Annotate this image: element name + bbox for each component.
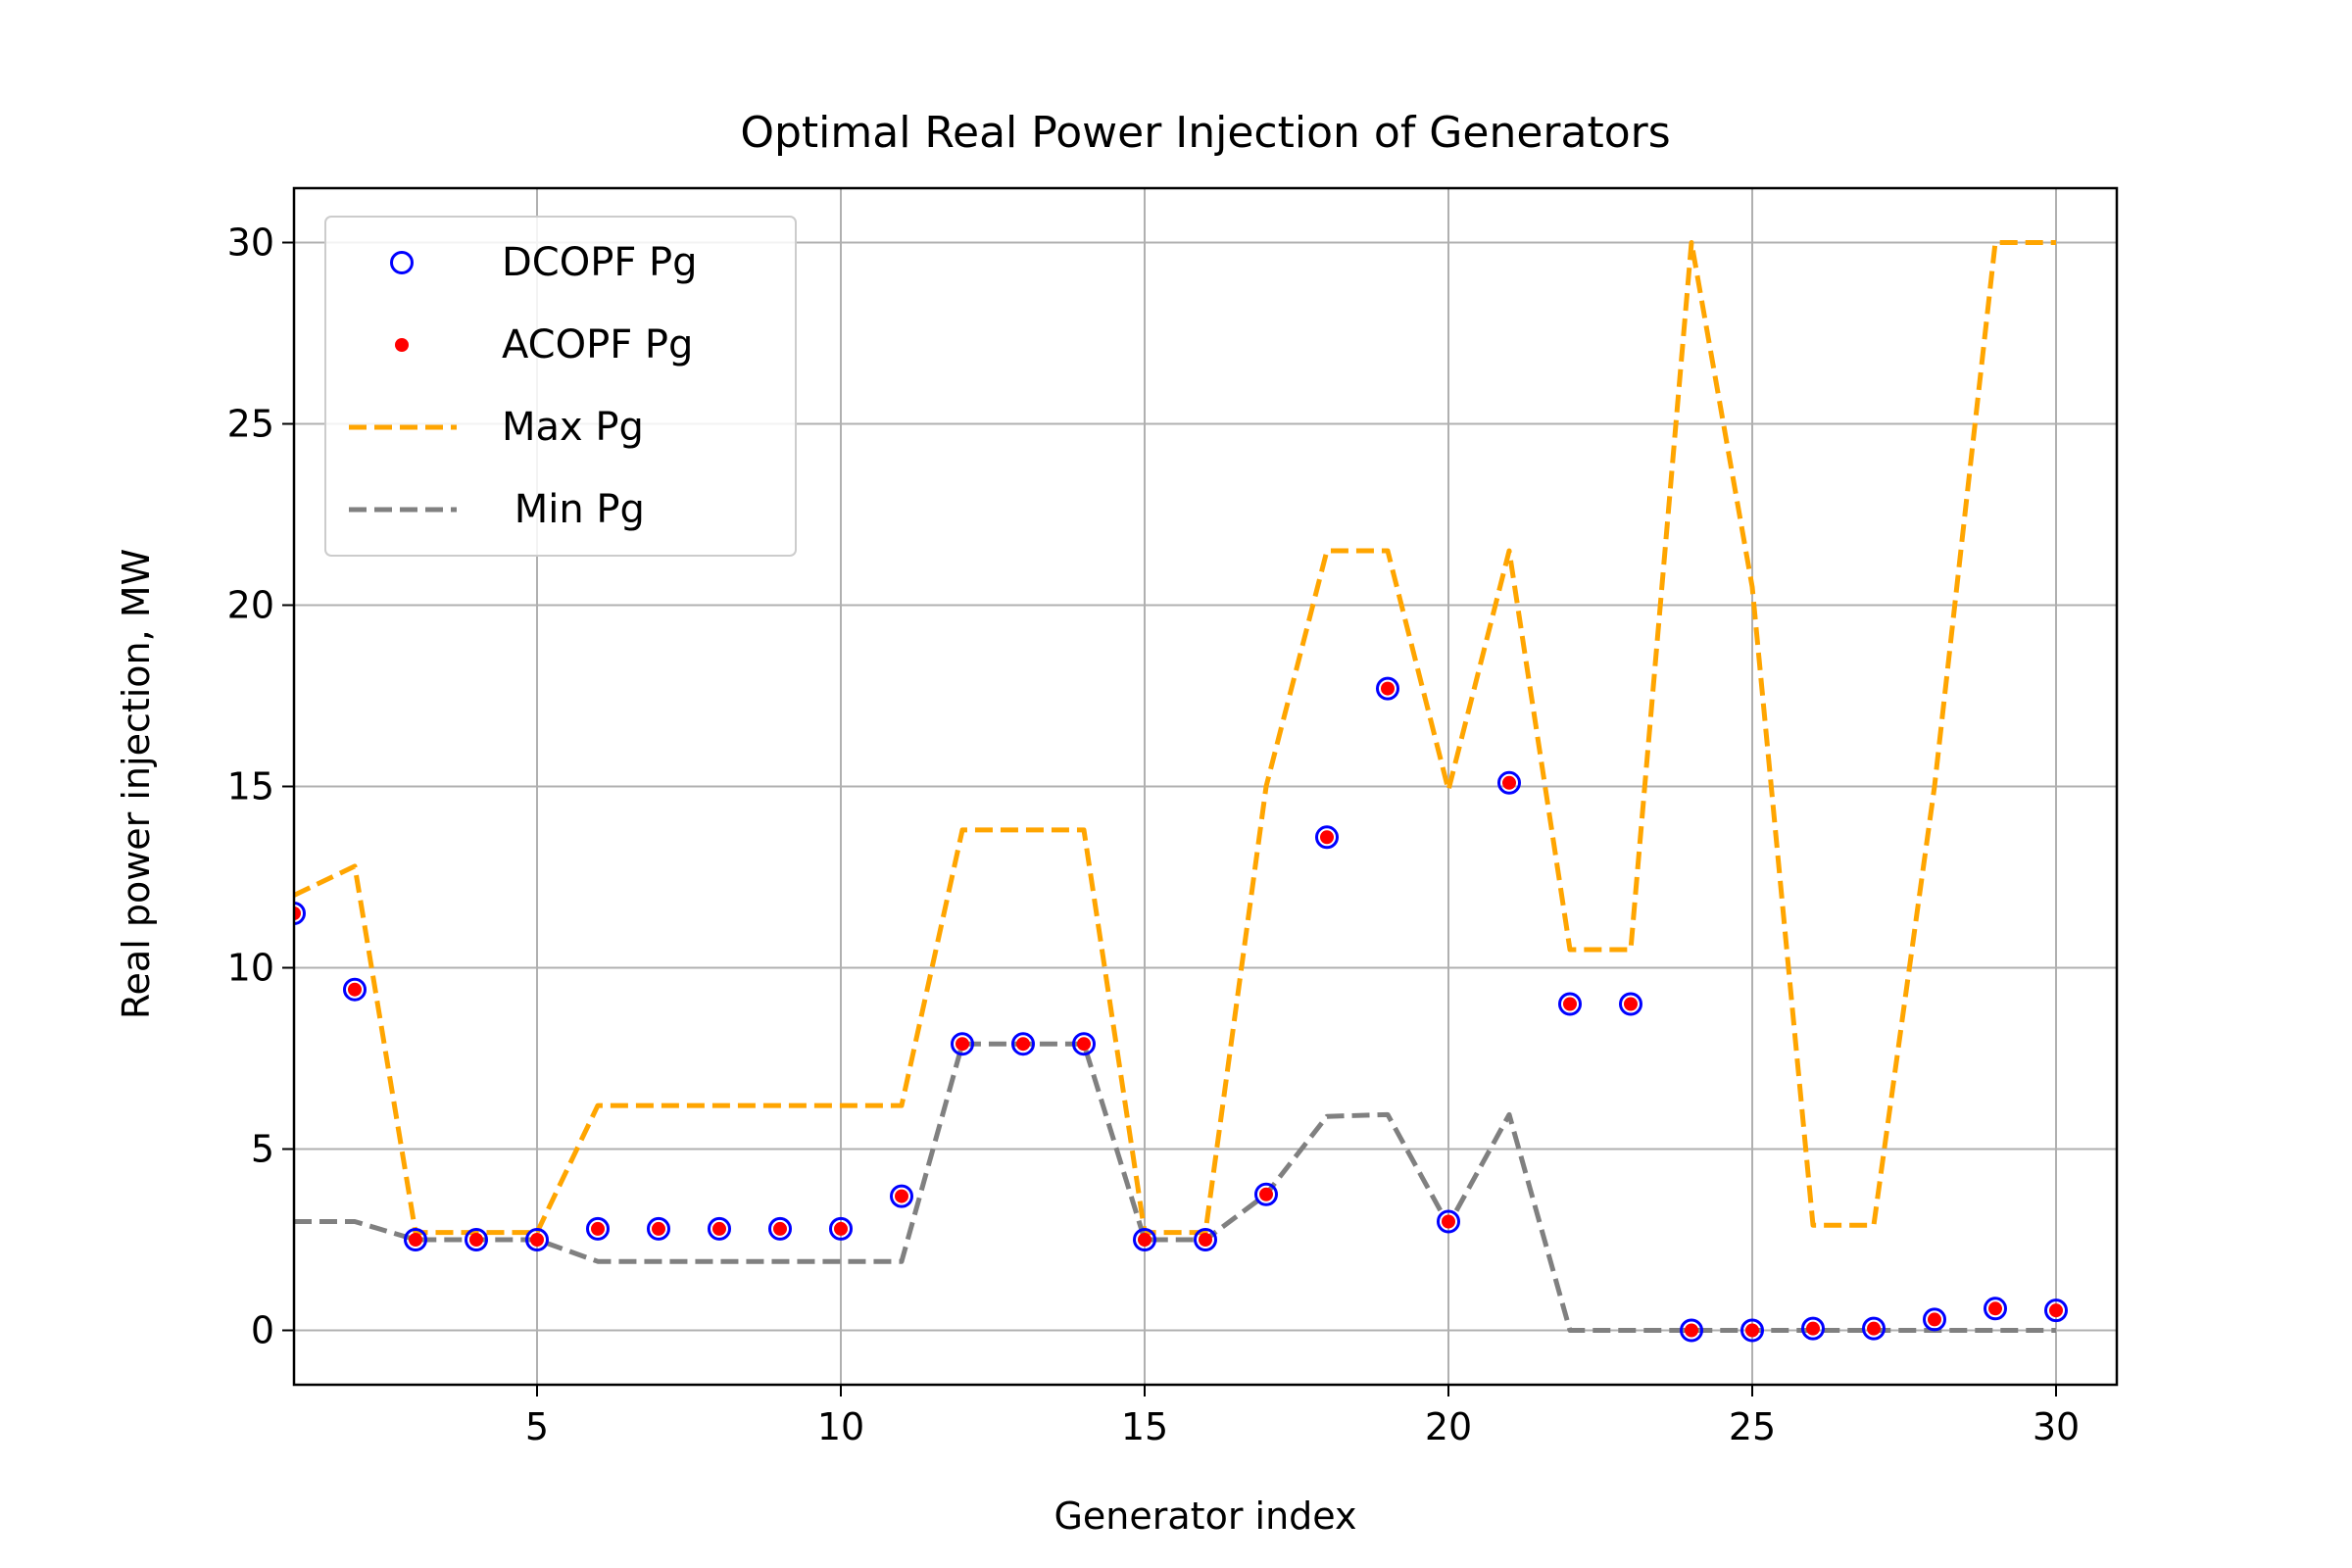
dcopf-point [1680, 1318, 1703, 1343]
legend-label: Min Pg [502, 487, 645, 532]
acopf-point [834, 1221, 848, 1236]
dcopf-point [951, 1032, 974, 1056]
x-tick-label: 30 [2033, 1405, 2080, 1448]
x-tick-label: 20 [1425, 1405, 1472, 1448]
acopf-point [409, 1233, 422, 1247]
grid [294, 188, 2117, 1385]
acopf-point [1685, 1323, 1698, 1338]
dcopf-point [586, 1216, 610, 1241]
acopf-point [1988, 1301, 2002, 1316]
dcopf-point [1801, 1316, 1825, 1341]
y-tick-label: 30 [227, 221, 274, 265]
acopf-point [2049, 1303, 2063, 1318]
dcopf-point [1254, 1182, 1278, 1206]
dcopf-point [1619, 992, 1642, 1016]
acopf-point [348, 982, 362, 997]
acopf-point [1745, 1323, 1759, 1338]
dcopf-point [1011, 1032, 1035, 1056]
acopf-point [1502, 775, 1516, 790]
axis-ticks: 5 10 15 20 25 30 0 5 10 15 20 25 30 [227, 221, 2081, 1449]
legend-marker [390, 251, 414, 274]
dcopf-point [1923, 1307, 1946, 1332]
x-tick-label: 10 [817, 1405, 864, 1448]
y-tick-label: 20 [227, 584, 274, 627]
dcopf-point [1376, 676, 1399, 701]
legend: DCOPF Pg ACOPF Pg Max Pg Min Pg [324, 216, 797, 557]
acopf-point [294, 906, 301, 920]
y-tick-label: 25 [227, 403, 274, 446]
acopf-point [469, 1233, 483, 1247]
dcopf-point [1315, 825, 1339, 850]
x-tick-label: 15 [1121, 1405, 1168, 1448]
legend-label: DCOPF Pg [502, 240, 698, 285]
acopf-point [1563, 997, 1577, 1011]
acopf-point [1928, 1312, 1941, 1327]
plot-series [294, 240, 2068, 1343]
acopf-point [530, 1233, 544, 1247]
dcopf-point [1194, 1228, 1217, 1251]
dcopf-point [1437, 1209, 1460, 1234]
acopf-point [956, 1037, 969, 1052]
x-tick-label: 5 [525, 1405, 549, 1448]
dcopf-point [525, 1228, 549, 1251]
acopf-point [652, 1221, 665, 1236]
acopf-point [1442, 1214, 1455, 1229]
acopf-point [895, 1189, 908, 1203]
y-axis-label: Real power injection, MW [115, 549, 158, 1019]
legend-entry-2: Max Pg [349, 405, 644, 450]
y-tick-label: 0 [251, 1309, 274, 1352]
acopf-point [1867, 1321, 1881, 1336]
dcopf-point [768, 1216, 792, 1241]
x-axis-label: Generator index [1054, 1494, 1356, 1538]
legend-label: ACOPF Pg [502, 322, 693, 368]
dcopf-point [294, 902, 306, 925]
chart-title: Optimal Real Power Injection of Generato… [740, 108, 1670, 158]
acopf-point [1381, 681, 1395, 696]
legend-entry-3: Min Pg [349, 487, 645, 532]
dcopf-point [829, 1216, 853, 1241]
y-tick-label: 5 [251, 1128, 274, 1171]
acopf-point [1806, 1321, 1820, 1336]
acopf-point [1077, 1037, 1091, 1052]
dcopf-point [890, 1184, 913, 1208]
acopf-point [1320, 830, 1334, 845]
legend-box [324, 216, 797, 557]
legend-entry-0: DCOPF Pg [390, 240, 698, 285]
acopf-point [1016, 1037, 1030, 1052]
dcopf-point [465, 1228, 488, 1251]
y-tick-label: 15 [227, 765, 274, 808]
y-tick-label: 10 [227, 947, 274, 990]
acopf-point [1259, 1187, 1273, 1201]
dcopf-point [1072, 1032, 1096, 1056]
x-tick-label: 25 [1729, 1405, 1776, 1448]
acopf-point [1199, 1233, 1212, 1247]
dcopf-point [708, 1216, 731, 1241]
legend-marker [395, 338, 409, 352]
dcopf-point [1497, 770, 1521, 795]
acopf-point [1624, 997, 1638, 1011]
dcopf-point [1133, 1228, 1156, 1251]
dcopf-point [1558, 992, 1582, 1016]
dcopf-point [1740, 1318, 1764, 1343]
acopf-point [773, 1221, 787, 1236]
acopf-point [712, 1221, 726, 1236]
acopf-point [1138, 1233, 1152, 1247]
dcopf-point [2044, 1298, 2068, 1323]
dcopf-point [1862, 1316, 1886, 1341]
legend-label: Max Pg [502, 405, 644, 450]
acopf-point [591, 1221, 605, 1236]
dcopf-point [404, 1228, 427, 1251]
series-line-2 [294, 240, 2056, 1236]
dcopf-point [1984, 1297, 2007, 1321]
legend-entry-1: ACOPF Pg [395, 322, 693, 368]
dcopf-point [647, 1216, 670, 1241]
dcopf-point [343, 977, 367, 1002]
